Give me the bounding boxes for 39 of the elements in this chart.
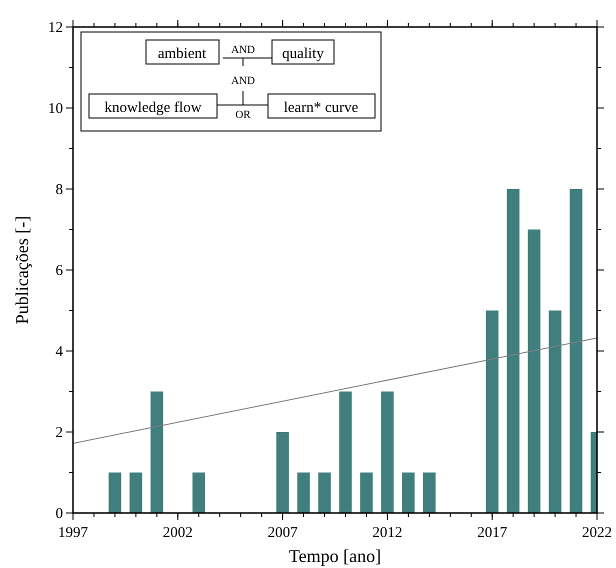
annotation: ambient — [158, 46, 207, 62]
y-axis-title: Publicações [-] — [12, 216, 32, 324]
annotation: OR — [235, 109, 252, 121]
bar — [108, 472, 122, 513]
x-axis-title: Tempo [ano] — [288, 546, 382, 566]
annotation: AND — [231, 44, 255, 56]
bar — [528, 230, 540, 513]
x-tick-label: 2017 — [477, 525, 508, 541]
x-tick-label: 2007 — [268, 525, 298, 541]
y-tick-label: 0 — [56, 506, 63, 522]
bar — [150, 392, 164, 513]
y-tick-label: 10 — [48, 101, 63, 117]
bar — [381, 392, 394, 513]
bar — [402, 472, 415, 513]
y-tick-label: 6 — [56, 263, 64, 279]
bar — [360, 472, 373, 513]
bar — [276, 432, 289, 513]
bar — [548, 310, 562, 513]
x-tick-label: 2012 — [372, 525, 402, 541]
bar — [423, 472, 436, 513]
y-tick-label: 4 — [56, 344, 64, 360]
bar — [339, 392, 352, 513]
annotation: knowledge flow — [104, 100, 202, 116]
annotation: learn* curve — [284, 100, 359, 116]
annotation: quality — [282, 46, 324, 62]
bar — [130, 472, 142, 513]
x-tick-label: 1997 — [58, 525, 88, 541]
x-tick-label: 2022 — [582, 525, 612, 541]
bar — [192, 472, 206, 513]
bar — [318, 472, 331, 513]
y-tick-label: 8 — [56, 182, 63, 198]
bar — [570, 189, 582, 513]
annotation: AND — [231, 75, 255, 87]
bar — [297, 472, 310, 513]
y-tick-label: 2 — [56, 425, 63, 441]
bar — [506, 189, 520, 513]
x-tick-label: 2002 — [162, 525, 193, 541]
bar — [486, 310, 498, 513]
y-tick-label: 12 — [48, 20, 63, 36]
